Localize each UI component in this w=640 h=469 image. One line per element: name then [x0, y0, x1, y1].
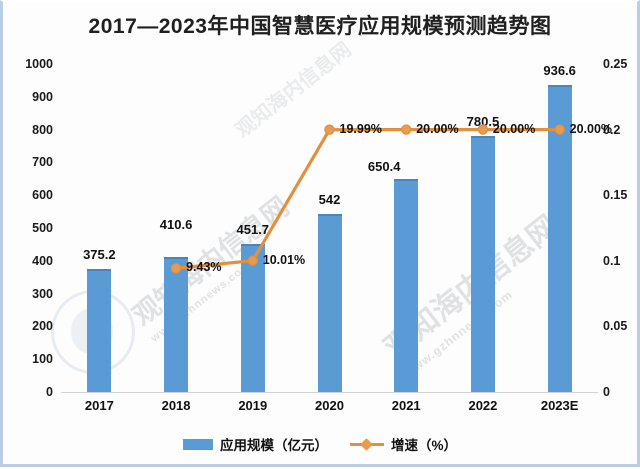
y-axis-left: 0 100 200 300 400 500 600 700 800 900 1000 [3, 2, 53, 469]
growth-line-path [174, 127, 562, 270]
bar-2022[interactable] [470, 136, 495, 392]
x-tick-label-2019: 2019 [238, 398, 268, 413]
bar-value-label: 780.5 [466, 113, 500, 129]
x-axis-labels: 2017 2018 2019 2020 2021 2022 2023E [61, 398, 598, 422]
bar-2018[interactable] [164, 257, 189, 392]
legend-bar-swatch-icon [182, 438, 213, 450]
bar-2019[interactable] [240, 243, 265, 392]
legend-item-0[interactable]: 应用规模（亿元） [182, 434, 328, 454]
growth-point-marker[interactable] [170, 263, 182, 274]
growth-value-label: 9.43% [186, 260, 222, 275]
y-tick-label: 800 [32, 122, 53, 137]
y-tick-label: 0.25 [603, 57, 628, 71]
growth-value-label: 19.99% [339, 121, 382, 136]
growth-value-label: 20.00% [569, 121, 613, 136]
y-tick-label: 1000 [25, 57, 53, 71]
legend-label: 增速（%） [390, 438, 457, 453]
bar-value-label: 375.2 [83, 246, 116, 262]
chart-title: 2017—2023年中国智慧医疗应用规模预测趋势图 [88, 15, 552, 38]
y-tick-label: 200 [32, 319, 53, 334]
x-tick-label-2018: 2018 [161, 398, 191, 413]
y-tick-label: 0.2 [603, 122, 621, 137]
x-tick-label-2022: 2022 [468, 398, 498, 413]
bar-value-label: 650.4 [367, 158, 401, 174]
growth-point-marker[interactable] [554, 124, 565, 135]
growth-point-marker[interactable] [401, 124, 412, 135]
bar-2023E[interactable] [547, 84, 572, 392]
legend-label: 应用规模（亿元） [219, 438, 328, 453]
y-axis-right: 0 0.05 0.1 0.15 0.2 0.25 [603, 2, 639, 469]
y-tick-label: 0 [46, 385, 53, 399]
legend-item-1[interactable]: 增速（%） [349, 434, 457, 454]
growth-line-series [170, 124, 565, 274]
y-tick-label: 0.1 [603, 253, 621, 268]
x-tick-label-2023E: 2023E [540, 398, 579, 413]
bar-2021[interactable] [394, 178, 419, 392]
y-tick-label: 0.15 [603, 188, 628, 203]
bar-value-label: 410.6 [159, 217, 193, 233]
plot-area: 375.2 410.6 451.7 542 650.4 780.5 936.6 9.43% 1… [61, 62, 612, 392]
y-tick-label: 0 [603, 385, 610, 399]
growth-point-marker[interactable] [477, 124, 489, 135]
chart-legend: 应用规模（亿元） 增速（%） [3, 434, 637, 454]
y-tick-label: 600 [32, 188, 53, 203]
growth-point-marker[interactable] [324, 124, 335, 135]
y-tick-label: 100 [32, 352, 53, 367]
bar-value-label: 936.6 [543, 62, 576, 78]
x-tick-label-2020: 2020 [315, 398, 344, 413]
y-tick-label: 900 [32, 89, 53, 104]
bar-value-label: 542 [318, 192, 341, 208]
bar-2017[interactable] [87, 268, 112, 392]
legend-line-swatch-icon [349, 439, 384, 450]
bar-2020[interactable] [317, 214, 342, 392]
x-axis-line [61, 392, 598, 393]
x-tick-label-2017: 2017 [84, 398, 114, 413]
y-tick-label: 700 [32, 155, 53, 170]
y-tick-label: 300 [32, 286, 53, 301]
growth-value-label: 20.00% [416, 121, 459, 136]
growth-point-marker[interactable] [247, 255, 258, 266]
bar-value-label: 451.7 [236, 221, 270, 237]
x-tick-label-2021: 2021 [391, 398, 421, 413]
y-tick-label: 500 [32, 221, 53, 235]
growth-value-label: 20.00% [492, 121, 536, 136]
y-tick-label: 0.05 [603, 319, 628, 334]
y-tick-label: 400 [32, 253, 53, 268]
growth-value-label: 10.01% [262, 252, 306, 267]
